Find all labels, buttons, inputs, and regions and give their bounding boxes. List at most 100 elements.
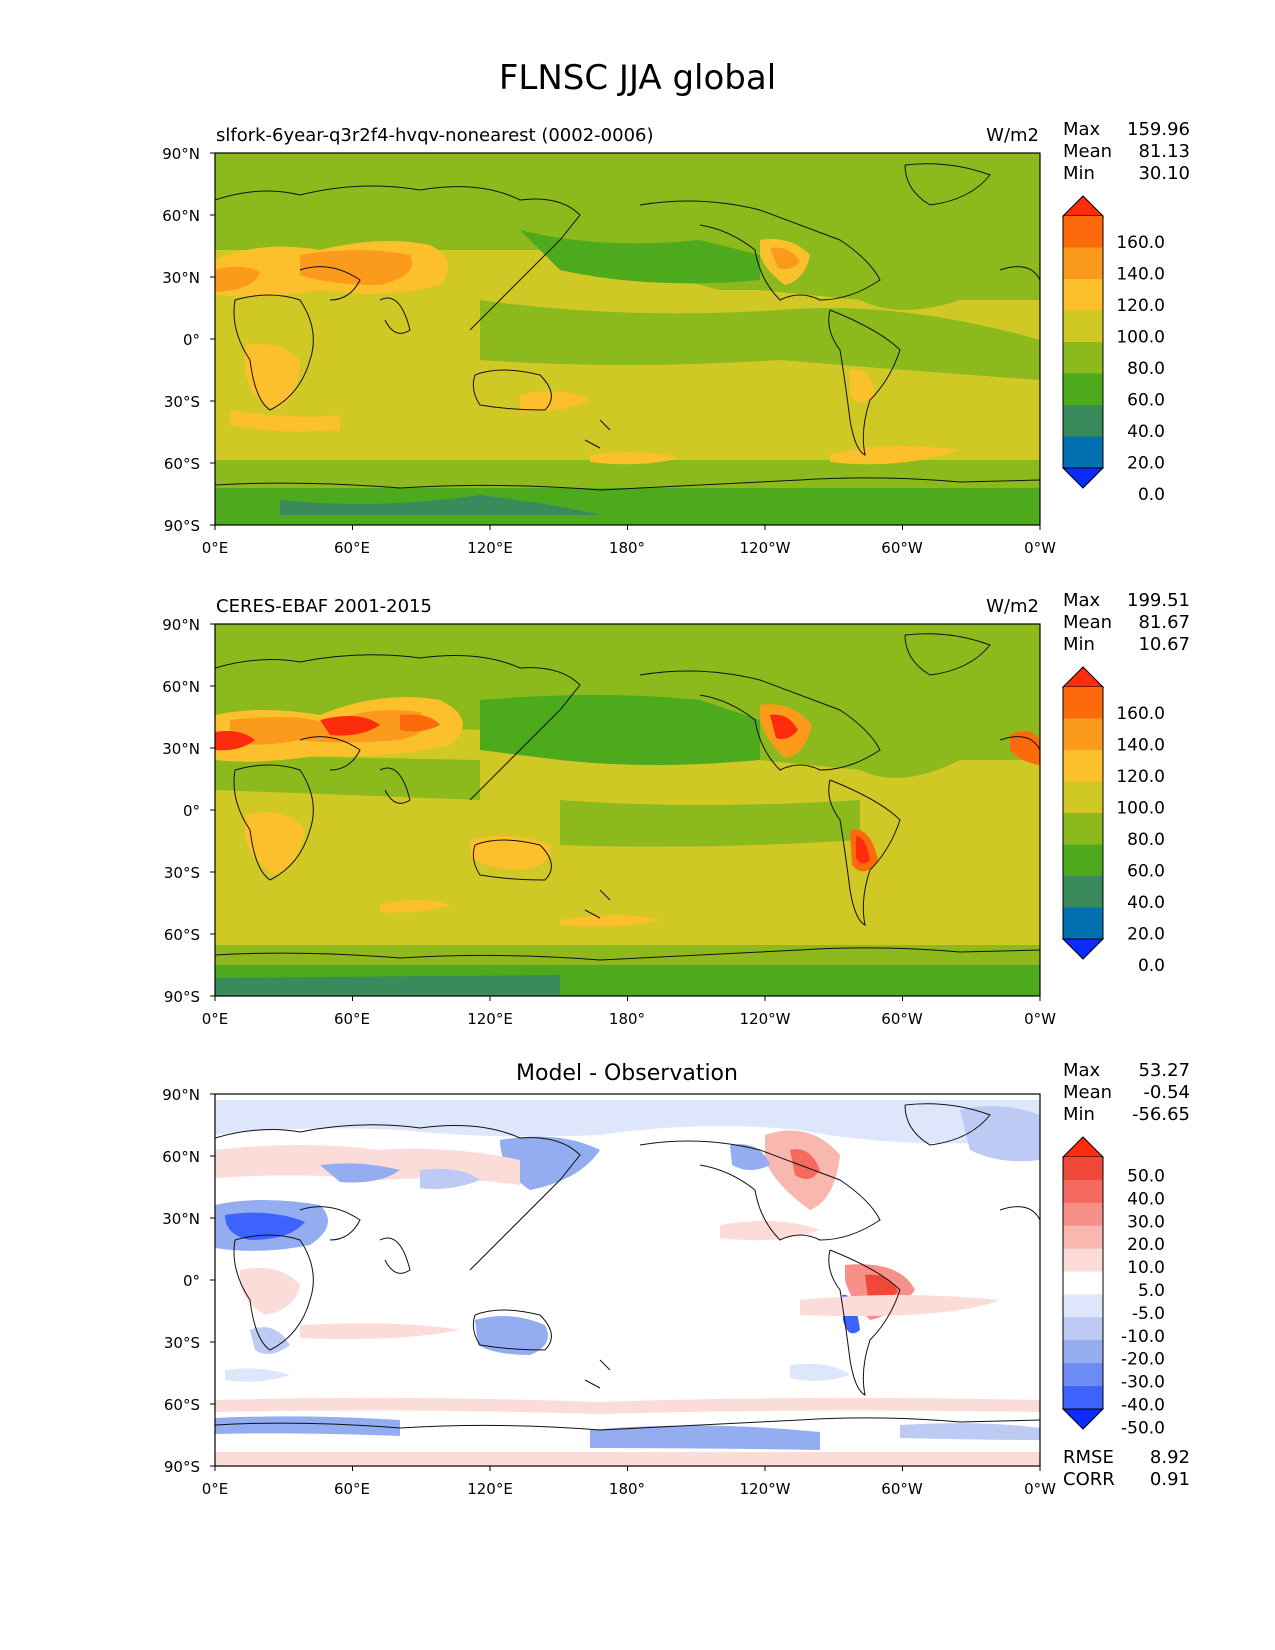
xtick-label: 0°W — [1024, 1010, 1056, 1028]
stat-max-label: Max — [1063, 1060, 1101, 1081]
colorbar-segment — [1063, 1157, 1103, 1181]
xtick-label: 60°E — [334, 1480, 370, 1498]
panel-model: slfork-6year-q3r2f4-hvqv-nonearest (0002… — [162, 119, 1190, 557]
colorbar-extend-min — [1061, 1408, 1105, 1430]
xtick-label: 120°E — [467, 539, 513, 557]
panel-difference-map — [215, 1094, 1040, 1466]
colorbar-tick-label: -50.0 — [1121, 1418, 1165, 1438]
colorbar-tick-label: 20.0 — [1127, 924, 1165, 944]
colorbar-segment — [1063, 1317, 1103, 1341]
stat-max-value: 53.27 — [1138, 1060, 1190, 1081]
colorbar-outline — [1062, 1157, 1104, 1409]
colorbar-tick-label: 50.0 — [1127, 1166, 1165, 1186]
panel-model-map — [215, 153, 1040, 525]
map-us-southwest-core — [770, 247, 800, 270]
metric-corr-value: 0.91 — [1150, 1469, 1190, 1490]
panel-difference-metrics: RMSE 8.92 CORR 0.91 — [1063, 1447, 1190, 1490]
panel-model-subtitle: slfork-6year-q3r2f4-hvqv-nonearest (0002… — [216, 125, 654, 146]
colorbar-segment — [1063, 1179, 1103, 1204]
map-africa-pos — [240, 1267, 300, 1315]
colorbar-segment — [1063, 1386, 1103, 1410]
colorbar-tick-label: 0.0 — [1138, 485, 1165, 505]
xtick-label: 0°W — [1024, 1480, 1056, 1498]
map-patch-c — [590, 452, 680, 465]
panel-difference-colorbar: 50.0 40.0 30.0 20.0 10.0 5.0 -5.0 -10.0 -20.0 -30… — [1061, 1136, 1165, 1438]
metric-rmse-label: RMSE — [1063, 1447, 1114, 1468]
ytick-label: 60°N — [162, 1148, 200, 1166]
stat-max-label: Max — [1063, 119, 1101, 140]
colorbar-segment — [1063, 216, 1103, 248]
colorbar-tick-label: 20.0 — [1127, 453, 1165, 473]
ytick-label: 0° — [183, 802, 200, 820]
map-andes — [850, 369, 875, 403]
ytick-label: 30°S — [164, 393, 200, 411]
colorbar-tick-label: 100.0 — [1116, 327, 1165, 347]
colorbar-tick-label: 160.0 — [1116, 233, 1165, 253]
stat-mean-label: Mean — [1063, 1082, 1112, 1103]
panel-model-stats: Max 159.96 Mean 81.13 Min 30.10 — [1063, 119, 1190, 184]
colorbar-segment — [1063, 907, 1103, 940]
panel-observation-stats: Max 199.51 Mean 81.67 Min 10.67 — [1063, 590, 1190, 655]
map-east-edge — [1010, 731, 1040, 765]
colorbar-tick-label: -20.0 — [1121, 1350, 1165, 1370]
ytick-label: 90°N — [162, 1086, 200, 1104]
map-tibet-neg — [320, 1163, 400, 1183]
colorbar-tick-label: 140.0 — [1116, 735, 1165, 755]
xtick-label: 0°W — [1024, 539, 1056, 557]
map-tropical-pacific — [480, 300, 1040, 380]
colorbar-segment — [1063, 1271, 1103, 1295]
colorbar-tick-label: 0.0 — [1138, 956, 1165, 976]
stat-mean-value: 81.67 — [1138, 612, 1190, 633]
ytick-label: 90°S — [164, 517, 200, 535]
ytick-label: 30°N — [162, 269, 200, 287]
map-hot-core — [300, 250, 412, 285]
map-southern-band — [215, 945, 1040, 965]
ytick-label: 60°S — [164, 455, 200, 473]
stat-max-label: Max — [1063, 590, 1101, 611]
xtick-label: 0°E — [202, 1010, 229, 1028]
map-patch-a — [230, 410, 340, 432]
map-antarctic-low — [215, 975, 560, 996]
ytick-label: 90°N — [162, 145, 200, 163]
colorbar-segment — [1063, 310, 1103, 343]
panel-difference-xaxis: 0°E 60°E 120°E 180° 120°W 60°W 0°W — [202, 1480, 1056, 1498]
colorbar-tick-label: 40.0 — [1127, 893, 1165, 913]
colorbar-extend-min — [1061, 467, 1105, 489]
metric-rmse-value: 8.92 — [1150, 1447, 1190, 1468]
map-australia-neg — [475, 1316, 548, 1355]
colorbar-tick-label: 140.0 — [1116, 264, 1165, 284]
panel-difference-ticks — [210, 1093, 1041, 1471]
stat-min-value: -56.65 — [1132, 1104, 1190, 1125]
xtick-label: 60°W — [881, 1010, 923, 1028]
map-antarctic-neg-c — [900, 1423, 1040, 1440]
colorbar-tick-label: 120.0 — [1116, 296, 1165, 316]
stat-mean-value: 81.13 — [1138, 141, 1190, 162]
ytick-label: 0° — [183, 331, 200, 349]
panel-observation: CERES-EBAF 2001-2015 W/m2 — [162, 590, 1190, 1028]
stat-min-label: Min — [1063, 1104, 1095, 1125]
ytick-label: 60°S — [164, 926, 200, 944]
stat-mean-label: Mean — [1063, 141, 1112, 162]
panel-observation-map — [215, 624, 1040, 996]
ytick-label: 60°N — [162, 678, 200, 696]
stat-max-value: 159.96 — [1127, 119, 1190, 140]
map-arctic-band — [215, 624, 1040, 669]
panel-observation-ticks — [210, 623, 1041, 1001]
map-south-pacific-neg — [790, 1363, 850, 1381]
panel-difference: Model - Observation — [162, 1060, 1190, 1498]
panel-model-colorbar: 160.0 140.0 120.0 100.0 80.0 60.0 40.0 20.0 0.0 — [1061, 195, 1165, 505]
map-greenland-neg — [960, 1106, 1040, 1162]
colorbar-tick-label: 10.0 — [1127, 1258, 1165, 1278]
colorbar-segment — [1063, 718, 1103, 751]
xtick-label: 60°W — [881, 539, 923, 557]
map-us-neg — [730, 1144, 770, 1170]
xtick-label: 120°E — [467, 1480, 513, 1498]
map-andes-core — [856, 836, 870, 864]
colorbar-tick-label: 20.0 — [1127, 1235, 1165, 1255]
xtick-label: 120°W — [740, 1010, 791, 1028]
panel-observation-yaxis: 90°N 60°N 30°N 0° 30°S 60°S 90°S — [162, 616, 200, 1006]
colorbar-tick-label: -30.0 — [1121, 1373, 1165, 1393]
colorbar-outline — [1062, 687, 1104, 939]
colorbar-segment — [1063, 750, 1103, 782]
ytick-label: 90°S — [164, 1458, 200, 1476]
